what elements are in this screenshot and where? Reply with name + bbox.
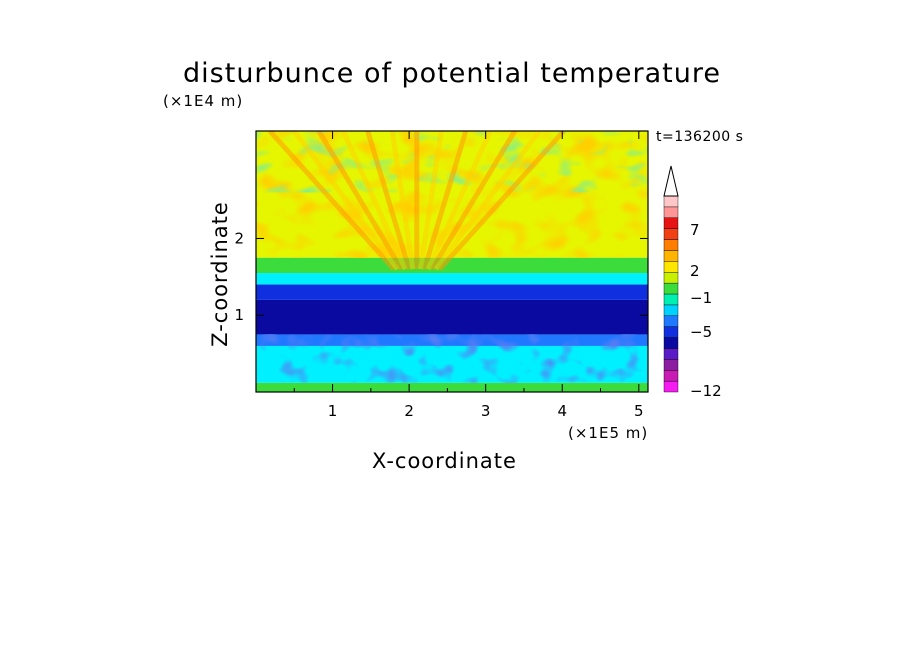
field-layer bbox=[256, 382, 648, 392]
colorbar-swatch bbox=[663, 293, 679, 306]
time-label: t=136200 s bbox=[656, 129, 744, 145]
colorbar-swatch bbox=[663, 228, 679, 240]
colorbar-swatch bbox=[663, 370, 679, 382]
y-tick-label: 1 bbox=[234, 306, 244, 324]
wave-streak bbox=[341, 131, 408, 271]
plot-frame bbox=[255, 130, 649, 393]
y-tick-label: 2 bbox=[234, 229, 244, 247]
wave-streak bbox=[316, 131, 404, 271]
colorbar-swatch bbox=[663, 337, 679, 349]
colorbar-swatch bbox=[663, 359, 679, 371]
colorbar-swatch bbox=[663, 348, 679, 360]
x-tick-label: 3 bbox=[481, 402, 491, 420]
wave-streak bbox=[433, 131, 542, 271]
wave-streak bbox=[429, 131, 517, 271]
colorbar-swatch bbox=[663, 206, 679, 218]
colorbar: 7 2 −1 −5 −12 bbox=[663, 165, 722, 400]
wave-streak bbox=[365, 131, 412, 270]
colorbar-tick-label: −5 bbox=[690, 323, 712, 341]
wave-streak bbox=[437, 131, 566, 271]
wave-streak bbox=[425, 131, 493, 271]
field-layer bbox=[256, 284, 648, 300]
x-axis-label: X-coordinate bbox=[372, 449, 517, 473]
contour-field bbox=[256, 131, 648, 392]
wave-streak bbox=[267, 131, 396, 271]
colorbar-swatch bbox=[663, 195, 679, 208]
colorbar-swatch bbox=[663, 380, 679, 393]
x-tick-label: 5 bbox=[634, 402, 644, 420]
colorbar-tick-label: −1 bbox=[690, 289, 712, 307]
colorbar-swatch bbox=[663, 272, 679, 284]
low-level-blotches bbox=[256, 334, 648, 383]
wave-streak bbox=[389, 131, 416, 270]
colorbar-tick-label: −12 bbox=[690, 382, 722, 400]
chart-title: disturbunce of potential temperature bbox=[183, 58, 721, 89]
x-tick-label: 4 bbox=[557, 402, 567, 420]
colorbar-extend-triangle bbox=[663, 165, 679, 197]
y-axis-unit: (×1E4 m) bbox=[163, 92, 244, 110]
colorbar-swatch bbox=[663, 315, 679, 327]
colorbar-swatch bbox=[663, 304, 679, 316]
colorbar-tick-label: 7 bbox=[690, 221, 700, 239]
wave-streak bbox=[292, 131, 400, 271]
colorbar-swatch bbox=[663, 239, 679, 251]
colorbar-swatch bbox=[663, 217, 679, 229]
colorbar-swatch bbox=[663, 250, 679, 262]
field-layer bbox=[256, 273, 648, 285]
x-tick-label: 2 bbox=[404, 402, 414, 420]
x-axis-unit: (×1E5 m) bbox=[568, 424, 649, 442]
x-tick-label: 1 bbox=[328, 402, 338, 420]
colorbar-swatch bbox=[663, 282, 679, 295]
colorbar-swatch bbox=[663, 326, 679, 338]
wave-streak bbox=[422, 131, 469, 270]
plot-axes: 1 2 3 4 5 1 2 bbox=[234, 130, 649, 420]
field-layer bbox=[256, 299, 648, 335]
colorbar-swatch bbox=[663, 261, 679, 273]
wave-streak bbox=[418, 131, 444, 270]
colorbar-tick-label: 2 bbox=[690, 262, 700, 280]
field-layer bbox=[256, 257, 648, 274]
